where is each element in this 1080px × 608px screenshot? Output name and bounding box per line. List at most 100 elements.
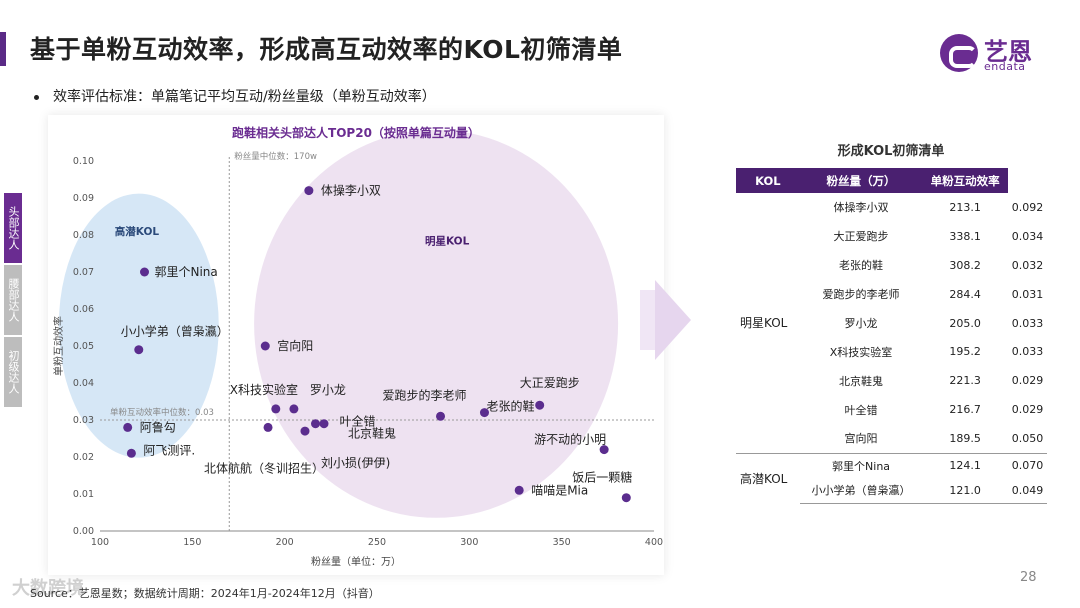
data-point	[311, 419, 321, 429]
table-row: 老张的鞋 308.2 0.032	[736, 251, 1047, 280]
cluster-label-star: 明星KOL	[425, 235, 470, 247]
header-fans: 粉丝量（万）	[799, 168, 923, 193]
data-point-label: 北京鞋鬼	[348, 426, 396, 441]
table-cell-kol: 爱跑步的李老师	[822, 288, 900, 302]
table-cell-efficiency: 0.070	[1007, 452, 1047, 479]
table-cell-fans: 195.2	[949, 345, 981, 359]
table-row: 小小学弟（曾枭瀛） 121.0 0.049	[736, 478, 1047, 504]
table-title: 形成KOL初筛清单	[837, 144, 945, 159]
logo-en-text: endata	[984, 60, 1026, 73]
y-tick-label: 0.01	[73, 489, 94, 500]
x-axis-label: 粉丝量（单位：万）	[311, 555, 401, 568]
x-tick-label: 150	[183, 537, 201, 548]
table-cell-fans: 308.2	[949, 258, 981, 272]
table-row: 明星KOL 体操李小双 213.1 0.092	[736, 193, 1047, 330]
table-cell-fans: 338.1	[949, 229, 981, 243]
y-tick-label: 0.05	[73, 341, 94, 352]
table-row: 宫向阳 189.5 0.050	[736, 424, 1047, 453]
data-point	[300, 426, 310, 436]
data-point	[289, 404, 299, 414]
table-row: 高潜KOL 郭里个Nina 124.1 0.070	[736, 452, 1047, 504]
table-cell-kol: 北京鞋鬼	[839, 374, 884, 388]
table-row: 叶全错 216.7 0.029	[736, 395, 1047, 424]
table-cell-efficiency: 0.034	[1011, 229, 1044, 243]
logo-mark-icon	[940, 34, 978, 72]
data-point	[319, 419, 329, 429]
table-group-label: 明星KOL	[740, 316, 788, 331]
table-cell-efficiency: 0.029	[1011, 403, 1044, 417]
data-point	[479, 408, 489, 418]
header-kol: KOL	[736, 168, 800, 193]
table-cell-fans: 121.0	[922, 478, 1008, 504]
table-cell-efficiency: 0.049	[1007, 478, 1047, 504]
cluster-star	[254, 129, 619, 518]
data-point-label: 叶全错	[340, 414, 376, 429]
kol-table: KOL 粉丝量（万） 单粉互动效率 明星KOL 体操李小双 213.1 0.092 大正…	[736, 168, 1047, 504]
data-point-label: 游不动的小明	[534, 432, 606, 447]
y-tick-label: 0.00	[73, 526, 94, 537]
table-cell-fans: 221.3	[949, 374, 981, 388]
data-point-label: 喵喵是Mia	[531, 483, 588, 497]
data-point	[134, 345, 144, 355]
table-cell-kol: 郭里个Nina	[799, 452, 923, 479]
page-number: 28	[1020, 570, 1037, 585]
scatter-chart: 高潜KOL 明星KOL 跑鞋相关头部达人TOP20（按照单篇互动量） 粉丝量中位数：1…	[52, 125, 663, 568]
table-cell-kol: 罗小龙	[844, 317, 878, 330]
y-tick-label: 0.08	[73, 230, 94, 241]
data-point	[304, 186, 314, 196]
table-cell-kol: X科技实验室	[829, 345, 893, 359]
x-tick-label: 400	[645, 537, 663, 548]
side-tab-head[interactable]: 头部达人	[4, 193, 22, 263]
arrow-right-icon	[655, 280, 691, 360]
criteria-bullet: 效率评估标准：单篇笔记平均互动/粉丝量级（单粉互动效率）	[34, 86, 436, 106]
table-cell-kol: 叶全错	[844, 403, 878, 417]
y-axis-label: 单粉互动效率	[52, 316, 65, 376]
source-note: Source：艺恩星数；数据统计周期：2024年1月-2024年12月（抖音）	[30, 587, 380, 600]
y-tick-label: 0.04	[73, 378, 94, 389]
data-point-label: 饭后一颗糖	[572, 470, 632, 485]
table-row: 大正爱跑步 338.1 0.034	[736, 222, 1047, 251]
data-point	[599, 445, 609, 455]
data-point	[260, 341, 270, 351]
table-cell-fans: 213.1	[949, 200, 981, 214]
data-point-label: 阿飞测评.	[143, 443, 195, 457]
table-cell-kol: 宫向阳	[844, 432, 878, 446]
data-point-label: 刘小损(伊伊)	[321, 456, 390, 470]
table-cell-fans: 189.5	[949, 431, 981, 445]
data-point-label: 爱跑步的李老师	[383, 387, 467, 402]
table-row: X科技实验室 195.2 0.033	[736, 337, 1047, 366]
table-cell-kol: 小小学弟（曾枭瀛）	[799, 478, 923, 504]
x-median-label: 粉丝量中位数：170w	[234, 151, 317, 162]
table-header-row: KOL 粉丝量（万） 单粉互动效率	[736, 168, 1047, 193]
table-cell-kol: 体操李小双	[833, 201, 889, 215]
table-cell-fans: 284.4	[949, 287, 981, 301]
table-cell-efficiency: 0.092	[1011, 200, 1044, 214]
data-point	[436, 411, 446, 421]
data-point	[621, 493, 631, 503]
table-cell-kol: 老张的鞋	[839, 259, 884, 273]
data-point-label: 郭里个Nina	[155, 265, 218, 279]
data-point-label: 罗小龙	[310, 383, 346, 397]
y-tick-label: 0.02	[73, 452, 94, 463]
data-point-label: 北体航航（冬训招生）	[204, 460, 324, 475]
data-point-label: 体操李小双	[321, 183, 381, 198]
logo: 艺恩 endata	[940, 32, 1050, 74]
y-tick-label: 0.07	[73, 267, 94, 278]
data-point	[263, 422, 273, 432]
page-title: 基于单粉互动效率，形成高互动效率的KOL初筛清单	[30, 35, 623, 64]
data-point	[535, 400, 545, 410]
side-tab-junior[interactable]: 初级达人	[4, 337, 22, 407]
table-cell-fans: 205.0	[949, 316, 981, 330]
data-point-label: X科技实验室	[230, 382, 298, 397]
data-point-label: 阿鲁勾	[140, 420, 176, 434]
y-tick-label: 0.10	[73, 156, 94, 167]
chart-title: 跑鞋相关头部达人TOP20（按照单篇互动量）	[232, 125, 480, 140]
table-cell-fans: 124.1	[922, 452, 1008, 479]
cluster-high-potential	[58, 193, 219, 458]
x-tick-label: 250	[368, 537, 386, 548]
x-tick-label: 200	[276, 537, 294, 548]
data-point-label: 大正爱跑步	[520, 376, 580, 390]
data-point	[514, 485, 524, 495]
side-tab-waist[interactable]: 腰部达人	[4, 265, 22, 335]
table-row: 罗小龙 205.0 0.033	[736, 309, 1047, 338]
